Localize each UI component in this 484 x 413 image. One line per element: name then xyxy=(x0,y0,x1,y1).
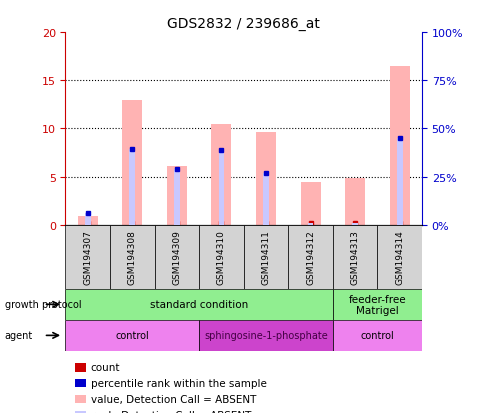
Bar xyxy=(345,179,364,225)
Text: GSM194311: GSM194311 xyxy=(261,230,270,285)
Bar xyxy=(199,225,243,289)
Bar xyxy=(129,149,135,225)
Bar xyxy=(287,225,332,289)
Bar xyxy=(307,223,313,225)
Text: feeder-free
Matrigel: feeder-free Matrigel xyxy=(348,294,406,316)
Bar xyxy=(332,225,377,289)
Bar xyxy=(85,214,91,225)
Bar xyxy=(211,124,231,225)
Bar xyxy=(332,289,421,320)
Bar xyxy=(351,223,357,225)
Bar xyxy=(218,150,224,225)
Bar xyxy=(332,320,421,351)
Bar xyxy=(377,225,421,289)
Title: GDS2832 / 239686_at: GDS2832 / 239686_at xyxy=(167,17,319,31)
Text: agent: agent xyxy=(5,330,33,341)
Bar xyxy=(77,216,98,225)
Text: GSM194307: GSM194307 xyxy=(83,230,92,285)
Bar xyxy=(396,139,402,225)
Text: GSM194310: GSM194310 xyxy=(216,230,226,285)
Text: GSM194309: GSM194309 xyxy=(172,230,181,285)
Text: standard condition: standard condition xyxy=(150,299,248,310)
Bar xyxy=(256,133,275,225)
Bar xyxy=(243,225,287,289)
Bar xyxy=(199,320,332,351)
Bar xyxy=(174,169,180,225)
Bar xyxy=(262,173,268,225)
Bar xyxy=(389,66,409,225)
Text: control: control xyxy=(360,330,393,341)
Text: GSM194308: GSM194308 xyxy=(128,230,136,285)
Bar xyxy=(65,320,199,351)
Text: count: count xyxy=(91,363,120,373)
Bar xyxy=(122,101,142,225)
Text: growth protocol: growth protocol xyxy=(5,299,81,310)
Bar xyxy=(65,225,110,289)
Text: sphingosine-1-phosphate: sphingosine-1-phosphate xyxy=(204,330,327,341)
Text: GSM194312: GSM194312 xyxy=(305,230,315,285)
Text: value, Detection Call = ABSENT: value, Detection Call = ABSENT xyxy=(91,394,256,404)
Text: GSM194313: GSM194313 xyxy=(350,230,359,285)
Bar xyxy=(300,183,320,225)
Bar xyxy=(110,225,154,289)
Text: control: control xyxy=(115,330,149,341)
Bar xyxy=(166,166,186,225)
Bar xyxy=(154,225,199,289)
Text: GSM194314: GSM194314 xyxy=(394,230,403,285)
Text: percentile rank within the sample: percentile rank within the sample xyxy=(91,378,266,388)
Text: rank, Detection Call = ABSENT: rank, Detection Call = ABSENT xyxy=(91,410,251,413)
Bar xyxy=(65,289,332,320)
